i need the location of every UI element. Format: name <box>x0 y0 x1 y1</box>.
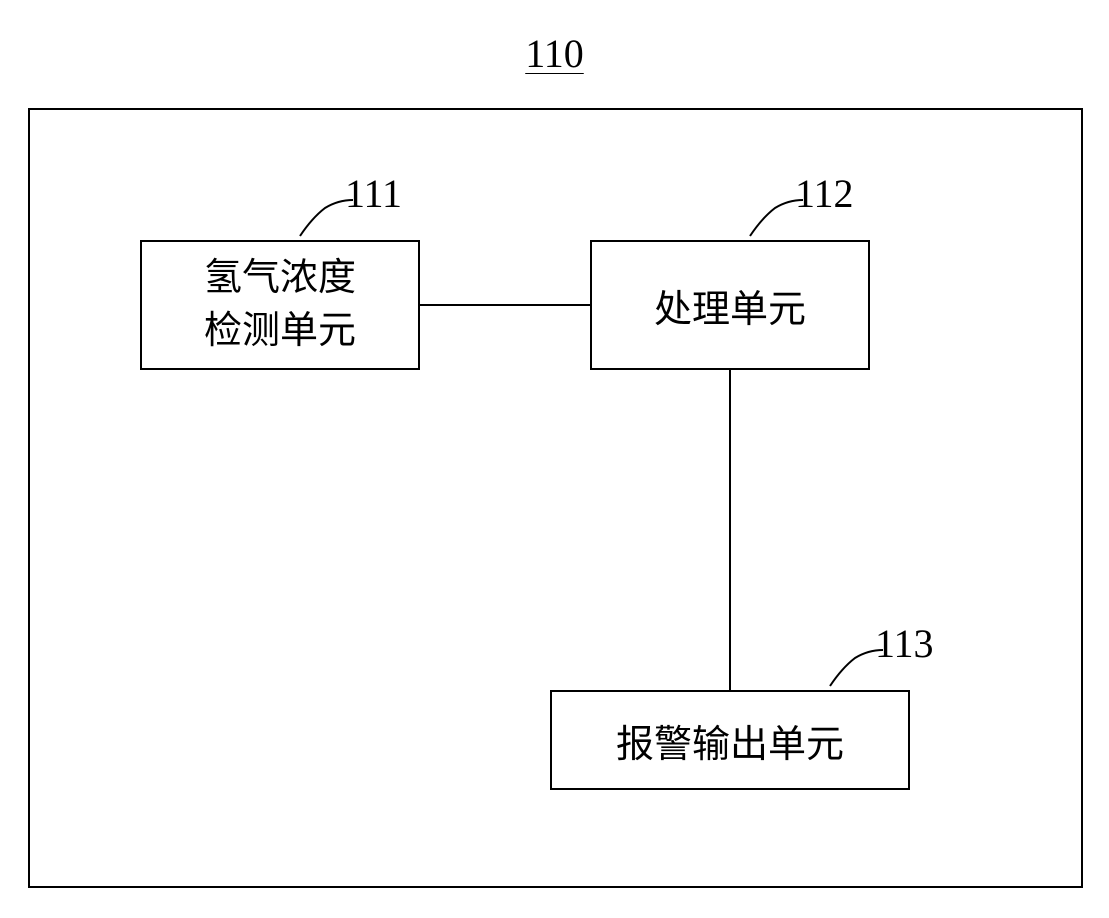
diagram-title: 110 <box>0 30 1109 77</box>
processing-unit-text: 处理单元 <box>654 278 806 333</box>
alarm-output-unit-text: 报警输出单元 <box>616 713 844 768</box>
processing-unit-box: 处理单元 <box>590 240 870 370</box>
processing-unit-label: 112 <box>795 170 854 217</box>
connector-112-113 <box>729 370 731 690</box>
alarm-output-unit-box: 报警输出单元 <box>550 690 910 790</box>
detection-unit-label: 111 <box>345 170 402 217</box>
title-text: 110 <box>525 31 584 76</box>
detection-unit-text-line1: 氢气浓度 <box>204 257 356 299</box>
detection-unit-text: 氢气浓度 检测单元 <box>204 252 356 358</box>
alarm-output-unit-label: 113 <box>875 620 934 667</box>
connector-111-112 <box>420 304 590 306</box>
detection-unit-text-line2: 检测单元 <box>204 310 356 352</box>
detection-unit-box: 氢气浓度 检测单元 <box>140 240 420 370</box>
